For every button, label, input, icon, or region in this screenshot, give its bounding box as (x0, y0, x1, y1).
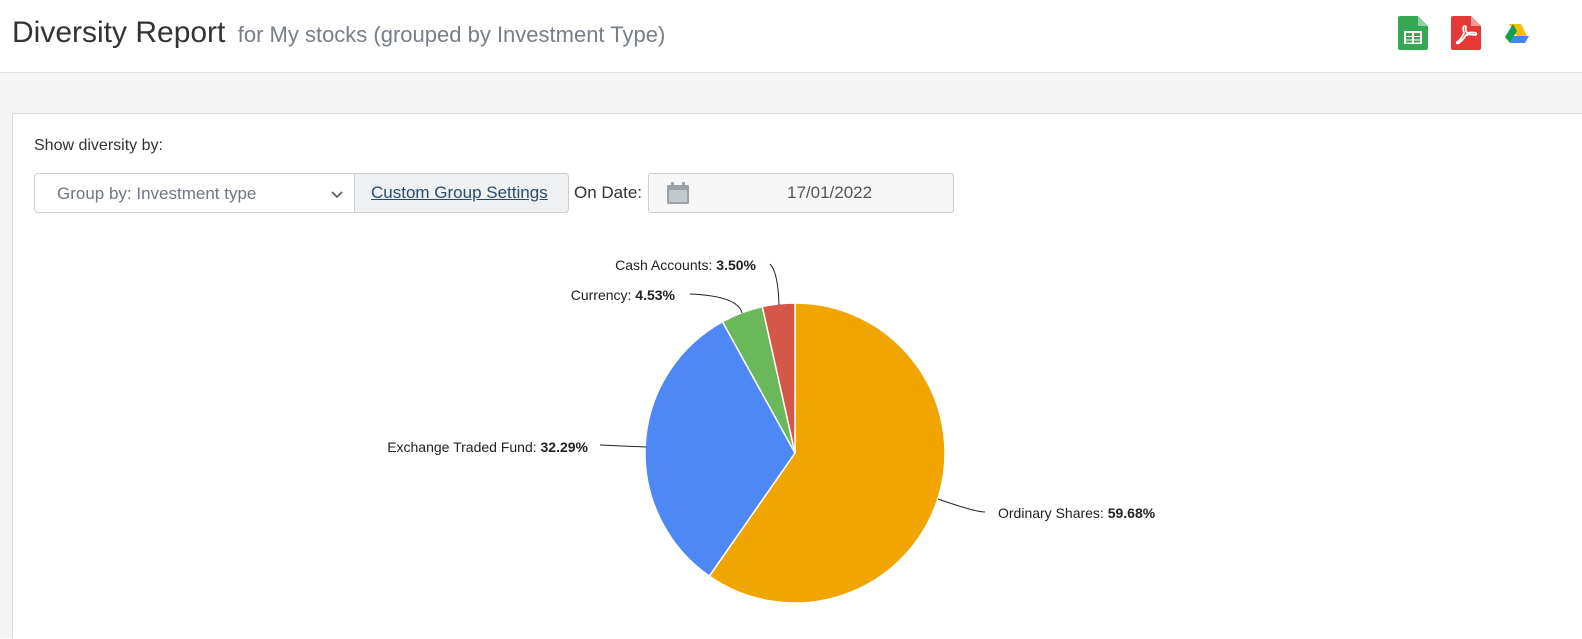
group-by-select[interactable]: Group by: Investment type (34, 173, 355, 213)
slice-label-exchange-traded-fund: Exchange Traded Fund: 32.29% (387, 439, 588, 455)
report-title: Diversity Report (12, 16, 226, 49)
calendar-icon[interactable] (667, 182, 689, 209)
custom-group-settings-label: Custom Group Settings (371, 183, 548, 202)
slice-label-cash-accounts: Cash Accounts: 3.50% (615, 257, 756, 273)
report-subtitle: for My stocks (grouped by Investment Typ… (237, 22, 666, 47)
label-connector-exchange-traded-fund (599, 444, 647, 448)
date-value: 17/01/2022 (787, 183, 873, 202)
chevron-down-icon (330, 187, 344, 205)
page-title: Diversity Report for My stocks (grouped … (12, 16, 665, 50)
slice-label-currency: Currency: 4.53% (571, 287, 676, 303)
label-connector-ordinary-shares (937, 498, 986, 513)
page-header: Diversity Report for My stocks (grouped … (0, 0, 1582, 73)
label-connector-cash-accounts (769, 263, 780, 306)
slice-label-ordinary-shares: Ordinary Shares: 59.68% (998, 505, 1156, 521)
on-date-label: On Date: (574, 183, 643, 202)
date-input[interactable]: 17/01/2022 (648, 173, 954, 213)
label-connector-currency (689, 293, 743, 314)
google-sheets-icon[interactable] (1398, 16, 1428, 55)
pdf-icon[interactable] (1451, 16, 1481, 55)
pie-slice-ordinary-shares[interactable] (708, 302, 946, 604)
group-by-value: Group by: Investment type (57, 184, 257, 203)
google-drive-icon[interactable] (1505, 24, 1529, 49)
custom-group-settings-button[interactable]: Custom Group Settings (354, 173, 569, 213)
show-diversity-label: Show diversity by: (34, 137, 163, 154)
